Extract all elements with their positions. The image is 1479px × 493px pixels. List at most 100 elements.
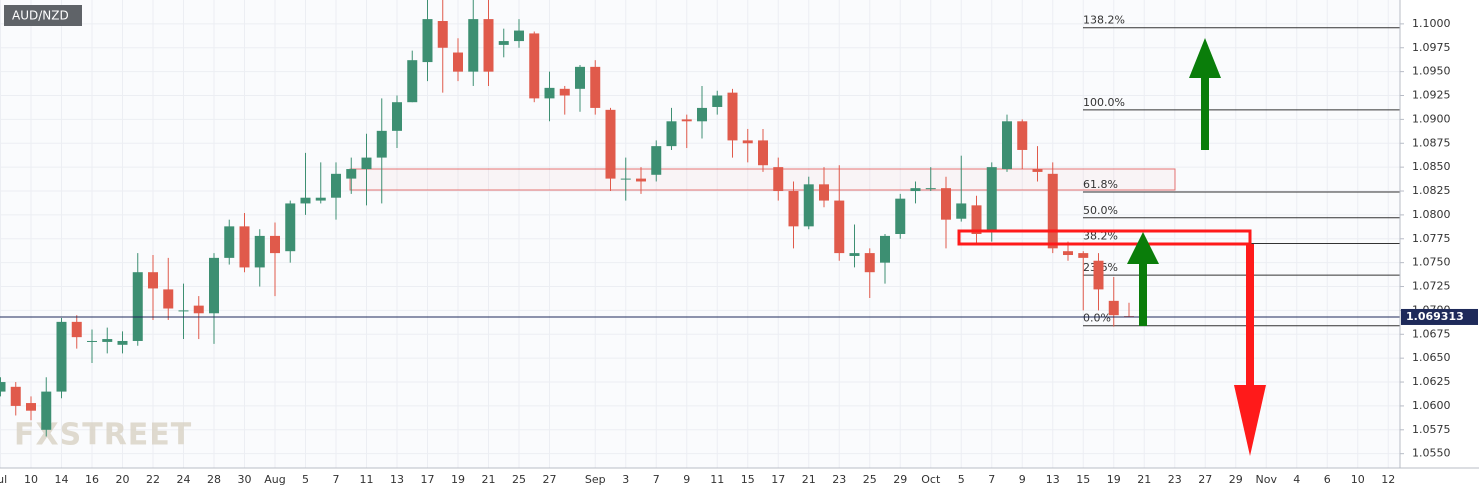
price-axis <box>1400 0 1479 493</box>
y-tick-label: 1.0725 <box>1412 280 1451 293</box>
candle-body <box>712 95 723 107</box>
axes: 1.0550 1.0575 1.0600 1.0625 1.0650 1.0675 1.07… <box>0 17 1478 486</box>
y-tick-label: 1.0825 <box>1412 184 1451 197</box>
candle-body <box>1078 253 1089 258</box>
fib-label: 100.0% <box>1083 96 1125 109</box>
candle-body <box>26 403 36 411</box>
candle-body <box>666 121 677 147</box>
y-tick-label: 1.0550 <box>1412 447 1451 460</box>
x-tick-label: 7 <box>333 473 340 486</box>
x-tick-label: Sep <box>585 473 606 486</box>
symbol-box <box>4 5 82 26</box>
x-tick-label: 11 <box>360 473 374 486</box>
candle-body <box>544 87 555 99</box>
y-tick-label: 1.0875 <box>1412 136 1451 149</box>
candle-body <box>361 157 372 170</box>
up-arrow-head <box>1127 232 1159 264</box>
x-tick-label: 27 <box>543 473 557 486</box>
candle-body <box>1108 300 1119 316</box>
y-tick-label: 1.0750 <box>1412 256 1451 269</box>
x-tick-label: 5 <box>958 473 965 486</box>
candle-body <box>1093 260 1104 290</box>
x-tick-label: 9 <box>1019 473 1026 486</box>
candle-body <box>285 203 296 252</box>
x-tick-label: 11 <box>710 473 724 486</box>
candle-body <box>681 119 692 122</box>
candle-body <box>941 188 951 220</box>
candle-body <box>193 305 204 314</box>
candle-body <box>514 30 524 42</box>
candle-body <box>392 102 402 131</box>
candle-body <box>1063 251 1073 256</box>
x-tick-label: 24 <box>177 473 191 486</box>
candle-body <box>41 391 52 430</box>
candle-body <box>956 203 967 219</box>
candle-body <box>742 140 753 144</box>
x-tick-label: 25 <box>512 473 526 486</box>
y-tick-label: 1.0650 <box>1412 351 1451 364</box>
plot-background <box>0 0 1400 468</box>
candle-body <box>498 41 509 45</box>
candle-body <box>697 107 707 122</box>
x-tick-label: 27 <box>1198 473 1212 486</box>
x-tick-label: 7 <box>653 473 660 486</box>
candle-body <box>636 178 646 182</box>
candle-body <box>0 382 6 392</box>
x-tick-label: 23 <box>832 473 846 486</box>
fib-label: 138.2% <box>1083 14 1125 27</box>
candle-body <box>727 92 738 141</box>
candle-body <box>148 272 158 289</box>
x-tick-label: 15 <box>1076 473 1090 486</box>
x-tick-label: 6 <box>1324 473 1331 486</box>
x-tick-label: 25 <box>863 473 877 486</box>
candle-body <box>819 184 829 201</box>
symbol: AUD/NZD <box>12 9 69 23</box>
y-tick-label: 1.0625 <box>1412 375 1451 388</box>
x-tick-label: Oct <box>921 473 941 486</box>
x-tick-label: Jul <box>0 473 7 486</box>
last-price-tag <box>1401 308 1478 325</box>
candle-body <box>1002 121 1012 170</box>
y-tick-label: 1.0775 <box>1412 232 1451 245</box>
candle-body <box>71 321 82 338</box>
candle-body <box>102 339 113 342</box>
x-tick-label: 19 <box>451 473 465 486</box>
candle-body <box>910 188 921 192</box>
candle-body <box>422 19 433 63</box>
candle-body <box>880 235 890 263</box>
candle-body <box>453 52 463 72</box>
y-tick-label: 1.1000 <box>1412 17 1451 30</box>
x-tick-label: 13 <box>390 473 404 486</box>
candle-body <box>209 257 219 314</box>
candle-body <box>376 130 387 158</box>
x-tick-label: 12 <box>1381 473 1395 486</box>
candle-body <box>895 198 906 234</box>
y-tick-label: 1.0950 <box>1412 65 1451 78</box>
y-tick-label: 1.0850 <box>1412 160 1451 173</box>
x-tick-label: 15 <box>741 473 755 486</box>
y-tick-label: 1.0575 <box>1412 423 1451 436</box>
x-tick-label: 20 <box>116 473 130 486</box>
x-tick-label: 3 <box>622 473 629 486</box>
y-tick-label: 1.0800 <box>1412 208 1451 221</box>
candle-body <box>10 386 21 406</box>
candle-body <box>1047 173 1058 249</box>
x-tick-label: 22 <box>146 473 160 486</box>
watermark: FXSTREET <box>14 418 192 453</box>
y-tick-label: 1.0925 <box>1412 89 1451 102</box>
candle-body <box>986 167 997 233</box>
candle-body <box>346 169 357 179</box>
y-tick-label: 1.0975 <box>1412 41 1451 54</box>
candle-body <box>331 173 341 198</box>
x-tick-label: Nov <box>1256 473 1278 486</box>
x-tick-label: 29 <box>1229 473 1243 486</box>
x-tick-label: 21 <box>1137 473 1151 486</box>
x-tick-label: 10 <box>1351 473 1365 486</box>
candle-body <box>315 197 326 201</box>
candle-body <box>437 21 448 48</box>
up-arrow-head <box>1189 38 1221 78</box>
candle-body <box>178 310 189 312</box>
candle-body <box>132 272 143 341</box>
support-zone <box>957 229 1252 246</box>
